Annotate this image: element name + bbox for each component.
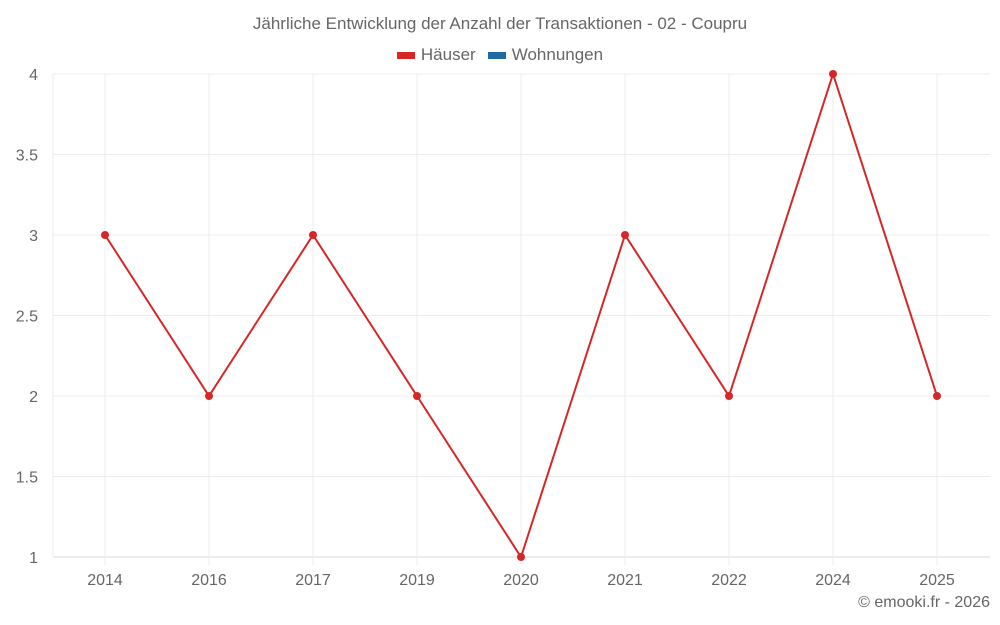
x-tick-label: 2024 [815,572,851,589]
x-tick-label: 2016 [191,572,227,589]
x-tick-label: 2022 [711,572,747,589]
chart-title: Jährliche Entwicklung der Anzahl der Tra… [252,14,748,33]
legend-label-haeuser: Häuser [420,45,476,64]
x-tick-label: 2014 [87,572,123,589]
y-tick-label: 1 [29,550,38,567]
y-tick-label: 3.5 [16,148,38,165]
data-point[interactable] [725,392,733,400]
legend-item-wohnungen[interactable]: Wohnungen [487,45,604,65]
y-tick-label: 1.5 [16,470,38,487]
legend-label-wohnungen: Wohnungen [511,45,604,64]
x-tick-label: 2019 [399,572,435,589]
y-tick-label: 2.5 [16,309,38,326]
x-tick-label: 2025 [919,572,955,589]
y-tick-label: 4 [29,67,38,84]
legend: Häuser Wohnungen [0,45,1000,65]
data-point[interactable] [205,392,213,400]
x-tick-label: 2017 [295,572,331,589]
data-point[interactable] [517,553,525,561]
data-point[interactable] [413,392,421,400]
legend-item-haeuser[interactable]: Häuser [396,45,476,65]
data-point[interactable] [933,392,941,400]
data-point[interactable] [829,70,837,78]
data-point[interactable] [309,231,317,239]
legend-swatch-wohnungen-icon [487,51,506,59]
copyright-credit: © emooki.fr - 2026 [858,594,990,611]
data-point[interactable] [101,231,109,239]
y-tick-label: 3 [29,228,38,245]
x-tick-label: 2020 [503,572,539,589]
legend-swatch-haeuser-icon [396,51,415,59]
x-tick-label: 2021 [607,572,643,589]
data-point[interactable] [621,231,629,239]
y-tick-label: 2 [29,389,38,406]
